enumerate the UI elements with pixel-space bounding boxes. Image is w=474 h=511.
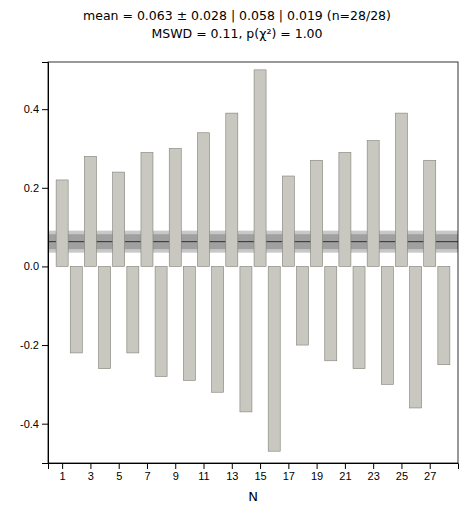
tick-label: 27	[424, 470, 436, 482]
tick: 7	[144, 463, 150, 482]
tick-label: -0.4	[20, 418, 39, 430]
bar	[353, 266, 365, 368]
tick-label: 25	[396, 470, 408, 482]
tick-mark	[175, 463, 176, 469]
tick: 15	[254, 463, 266, 482]
tick: -0.2	[20, 339, 48, 351]
tick-mark	[42, 345, 48, 346]
tick: 27	[424, 463, 436, 482]
bar	[339, 152, 351, 266]
bar	[155, 266, 167, 376]
tick: 21	[339, 463, 351, 482]
bar	[367, 141, 379, 267]
bar	[84, 156, 96, 266]
title: mean = 0.063 ± 0.028 | 0.058 | 0.019 (n=…	[83, 8, 391, 23]
tick-mark	[232, 463, 233, 469]
tick-mark	[317, 463, 318, 469]
tick-label: 19	[311, 470, 323, 482]
tick-label: 0.0	[24, 260, 39, 272]
x-axis: 13579111315171921232527	[49, 463, 459, 482]
bar	[113, 172, 125, 266]
bar	[99, 266, 111, 368]
tick: 0.0	[24, 260, 48, 272]
bar	[169, 148, 181, 266]
tick-mark	[119, 463, 120, 469]
tick-label: 15	[254, 470, 266, 482]
chart: mean = 0.063 ± 0.028 | 0.058 | 0.019 (n=…	[0, 0, 474, 511]
tick-label: 9	[173, 470, 179, 482]
axis-line	[42, 63, 49, 464]
marks	[48, 70, 458, 451]
x-axis-label: N	[248, 489, 258, 504]
bar	[226, 113, 238, 266]
tick-mark	[42, 109, 48, 110]
tick: 0.2	[24, 182, 48, 194]
bar	[438, 266, 450, 364]
tick-label: 21	[339, 470, 351, 482]
tick-label: -0.2	[20, 339, 39, 351]
tick-mark	[373, 463, 374, 469]
plot-frame	[48, 62, 458, 463]
tick: 9	[173, 463, 179, 482]
tick-mark	[260, 463, 261, 469]
tick-mark	[42, 266, 48, 267]
tick: -0.4	[20, 418, 48, 430]
tick-mark	[288, 463, 289, 469]
tick: 3	[88, 463, 94, 482]
bar	[325, 266, 337, 360]
tick-mark	[90, 463, 91, 469]
plot: 13579111315171921232527-0.4-0.20.00.20.4	[20, 62, 458, 482]
tick: 25	[396, 463, 408, 482]
tick: 1	[60, 463, 66, 482]
tick-mark	[401, 463, 402, 469]
tick-mark	[42, 188, 48, 189]
bar	[70, 266, 82, 352]
bar	[395, 113, 407, 266]
tick-label: 13	[226, 470, 238, 482]
tick-label: 0.2	[24, 182, 39, 194]
bar	[198, 133, 210, 267]
tick-mark	[345, 463, 346, 469]
bar	[381, 266, 393, 384]
tick-label: 7	[144, 470, 150, 482]
bar	[183, 266, 195, 380]
bar	[410, 266, 422, 408]
bar	[56, 180, 68, 266]
bar	[240, 266, 252, 411]
tick: 11	[198, 463, 209, 482]
tick: 19	[311, 463, 323, 482]
bar	[268, 266, 280, 451]
tick: 17	[283, 463, 295, 482]
tick-label: 3	[88, 470, 94, 482]
bar	[282, 176, 294, 266]
tick-mark	[42, 424, 48, 425]
bar	[212, 266, 224, 392]
tick: 0.4	[24, 103, 48, 115]
bar	[296, 266, 308, 345]
bar	[311, 160, 323, 266]
bar	[127, 266, 139, 352]
tick-label: 17	[283, 470, 295, 482]
bar	[141, 152, 153, 266]
subtitle: MSWD = 0.11, p(χ²) = 1.00	[151, 26, 322, 41]
tick-mark	[62, 463, 63, 469]
tick: 13	[226, 463, 238, 482]
bar	[254, 70, 266, 267]
y-axis: -0.4 -0.2 0.0 0.2 0.4	[20, 63, 48, 464]
tick-mark	[147, 463, 148, 469]
tick: 5	[116, 463, 122, 482]
tick-mark	[204, 463, 205, 469]
tick-label: 11	[198, 470, 209, 482]
tick-label: 1	[60, 470, 66, 482]
tick-mark	[430, 463, 431, 469]
axis-line	[49, 464, 459, 470]
bar	[424, 160, 436, 266]
tick-label: 23	[368, 470, 380, 482]
tick-label: 5	[116, 470, 122, 482]
tick: 23	[368, 463, 380, 482]
tick-label: 0.4	[24, 103, 39, 115]
